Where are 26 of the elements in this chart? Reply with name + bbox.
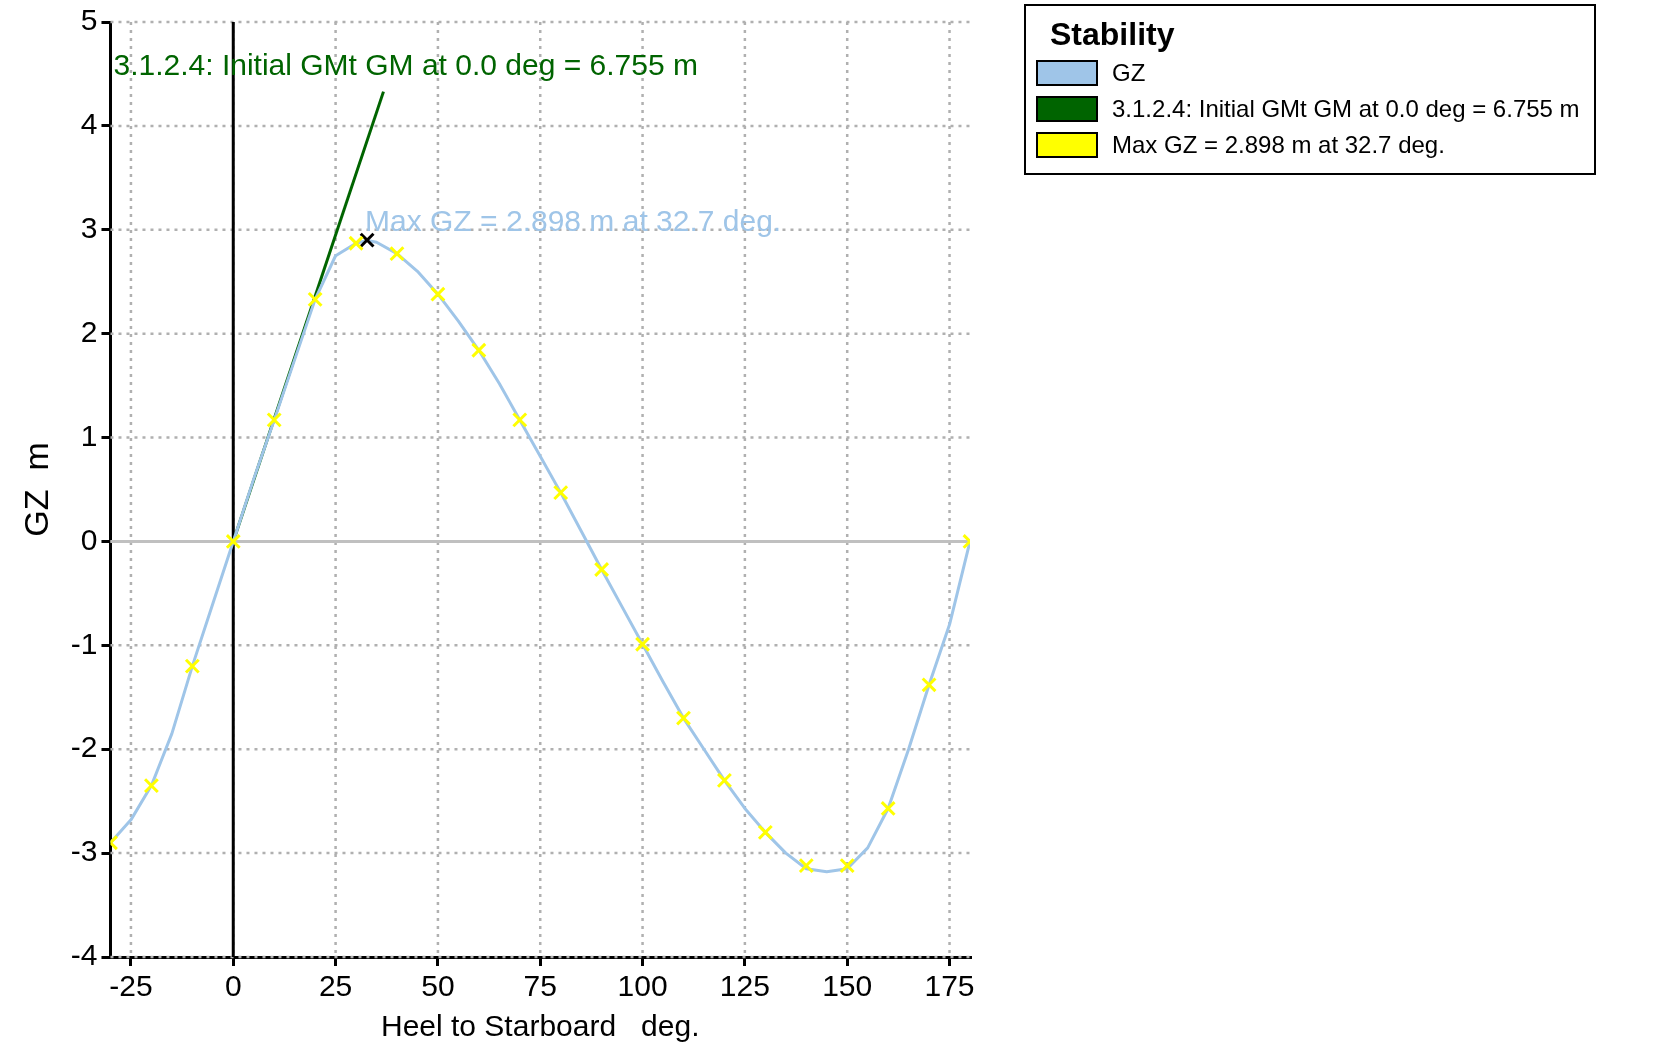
y-tick-label: -2 xyxy=(70,730,98,764)
y-tick-label: -3 xyxy=(70,834,98,868)
legend-label: Max GZ = 2.898 m at 32.7 deg. xyxy=(1112,131,1445,159)
y-tick-label: -1 xyxy=(70,626,98,660)
y-tick-label: 3 xyxy=(80,211,98,245)
x-tick-label: 150 xyxy=(822,969,873,1003)
x-tick-label: 175 xyxy=(924,969,975,1003)
x-tick-label: -25 xyxy=(109,969,153,1003)
y-axis-title: GZ m xyxy=(16,442,55,537)
legend-label: GZ xyxy=(1112,59,1146,87)
x-tick-label: 100 xyxy=(617,969,668,1003)
annotation: Max GZ = 2.898 m at 32.7 deg. xyxy=(365,203,782,237)
legend-label: 3.1.2.4: Initial GMt GM at 0.0 deg = 6.755 m xyxy=(1112,95,1580,123)
x-tick-label: 125 xyxy=(719,969,770,1003)
y-tick-label: 4 xyxy=(80,107,98,141)
legend-title: Stability xyxy=(1050,16,1176,53)
x-tick-label: 25 xyxy=(318,969,353,1003)
y-tick-label: 5 xyxy=(80,3,98,37)
x-tick-label: 50 xyxy=(421,969,455,1003)
x-tick-label: 0 xyxy=(224,969,242,1003)
x-tick-label: 75 xyxy=(523,969,557,1003)
y-tick-label: 1 xyxy=(80,418,98,452)
y-tick-label: -4 xyxy=(70,938,98,972)
y-tick-label: 0 xyxy=(80,522,98,556)
y-tick-label: 2 xyxy=(80,314,98,348)
x-axis-title: Heel to Starboard deg. xyxy=(380,1009,700,1043)
